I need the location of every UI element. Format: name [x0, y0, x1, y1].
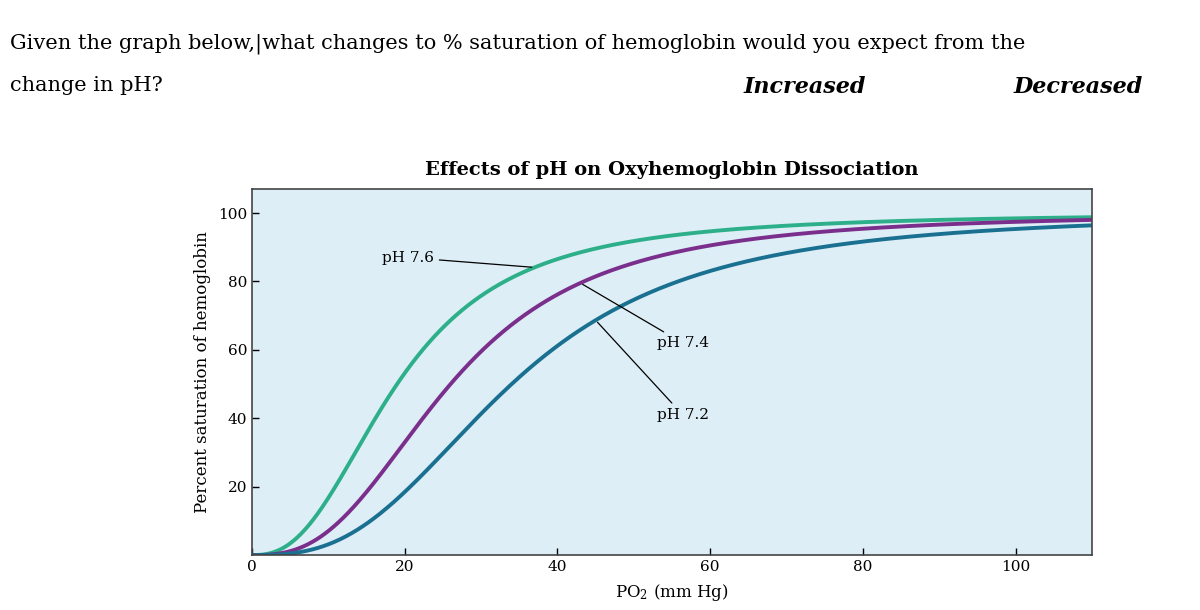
Text: pH 7.4: pH 7.4	[583, 284, 709, 350]
Text: pH 7.6: pH 7.6	[382, 251, 532, 267]
Text: change in pH?: change in pH?	[10, 76, 162, 95]
Y-axis label: Percent saturation of hemoglobin: Percent saturation of hemoglobin	[194, 231, 211, 513]
Text: Increased: Increased	[744, 76, 866, 98]
Title: Effects of pH on Oxyhemoglobin Dissociation: Effects of pH on Oxyhemoglobin Dissociat…	[425, 161, 919, 179]
Text: Given the graph below,|what changes to % saturation of hemoglobin would you expe: Given the graph below,|what changes to %…	[10, 34, 1025, 54]
X-axis label: P$\mathregular{O_2}$ (mm Hg): P$\mathregular{O_2}$ (mm Hg)	[616, 583, 728, 603]
Text: pH 7.2: pH 7.2	[598, 322, 709, 422]
Text: Decreased: Decreased	[1014, 76, 1144, 98]
